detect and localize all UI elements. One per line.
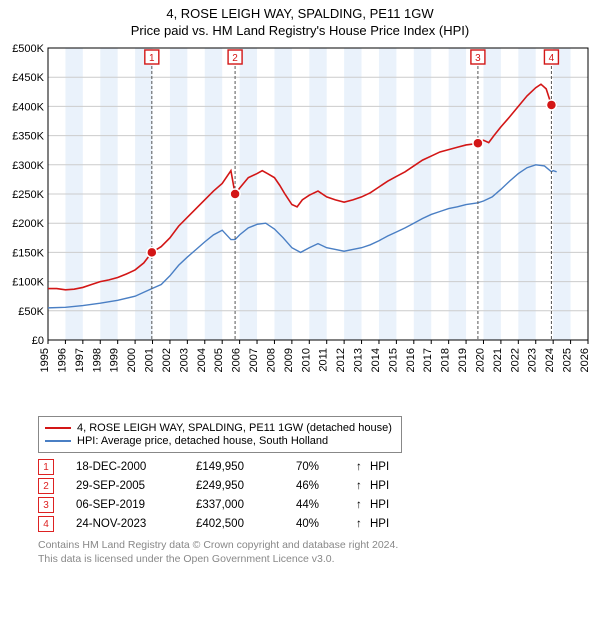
x-tick-label: 2024 [544, 348, 556, 372]
chart: £0 £50K £100K £150K £200K £250K £300K £350K £400… [0, 40, 600, 410]
sale-date: 29-SEP-2005 [76, 480, 196, 492]
y-tick-label: £100K [12, 277, 44, 289]
x-tick-label: 2021 [492, 348, 504, 372]
sales-row: 4 24-NOV-2023£402,50040%↑HPI [38, 516, 588, 532]
x-tick-label: 2026 [579, 348, 591, 372]
sale-marker-number: 3 [475, 53, 481, 64]
sale-price: £337,000 [196, 499, 296, 511]
y-tick-label: £350K [12, 131, 44, 143]
x-tick-label: 2002 [161, 348, 173, 372]
sale-pct: 70% [296, 461, 356, 473]
x-tick-label: 2016 [405, 348, 417, 372]
x-tick-label: 2012 [335, 348, 347, 372]
x-tick-label: 2007 [248, 348, 260, 372]
sale-hpi-label: HPI [370, 499, 389, 511]
legend-swatch [45, 440, 71, 442]
x-tick-label: 2020 [474, 348, 486, 372]
title-subtitle: Price paid vs. HM Land Registry's House … [0, 23, 600, 38]
sale-hpi-label: HPI [370, 461, 389, 473]
up-arrow-icon: ↑ [356, 499, 370, 511]
sale-pct: 44% [296, 499, 356, 511]
sales-row: 1 18-DEC-2000£149,95070%↑HPI [38, 459, 588, 475]
x-tick-label: 2000 [126, 348, 138, 372]
y-tick-label: £0 [32, 335, 44, 347]
x-tick-label: 1996 [56, 348, 68, 372]
chart-svg: £0 £50K £100K £150K £200K £250K £300K £350K £400… [0, 40, 600, 410]
up-arrow-icon: ↑ [356, 518, 370, 530]
y-tick-label: £150K [12, 247, 44, 259]
up-arrow-icon: ↑ [356, 461, 370, 473]
x-tick-label: 2022 [509, 348, 521, 372]
sale-marker-dot [230, 189, 240, 199]
x-tick-label: 2023 [527, 348, 539, 372]
sale-marker: 1 [38, 459, 54, 475]
legend-swatch [45, 427, 71, 429]
sale-marker-number: 2 [232, 53, 238, 64]
sale-marker: 3 [38, 497, 54, 513]
sale-marker-number: 1 [149, 53, 155, 64]
y-tick-label: £400K [12, 101, 44, 113]
sale-price: £249,950 [196, 480, 296, 492]
legend-row: HPI: Average price, detached house, Sout… [45, 435, 395, 447]
x-tick-label: 1995 [39, 348, 51, 372]
x-tick-label: 2006 [231, 348, 243, 372]
y-tick-label: £50K [18, 306, 44, 318]
sale-pct: 46% [296, 480, 356, 492]
x-tick-label: 1999 [109, 348, 121, 372]
footer-line: This data is licensed under the Open Gov… [38, 552, 588, 566]
y-tick-label: £500K [12, 43, 44, 55]
x-tick-label: 2025 [562, 348, 574, 372]
x-tick-label: 2015 [387, 348, 399, 372]
x-tick-label: 1997 [74, 348, 86, 372]
x-tick-label: 2001 [144, 348, 156, 372]
up-arrow-icon: ↑ [356, 480, 370, 492]
sale-pct: 40% [296, 518, 356, 530]
x-tick-label: 1998 [91, 348, 103, 372]
x-tick-label: 2005 [213, 348, 225, 372]
legend-label: 4, ROSE LEIGH WAY, SPALDING, PE11 1GW (d… [77, 422, 392, 434]
sale-marker-dot [147, 247, 157, 257]
title-address: 4, ROSE LEIGH WAY, SPALDING, PE11 1GW [0, 6, 600, 21]
x-tick-label: 2018 [440, 348, 452, 372]
titles: 4, ROSE LEIGH WAY, SPALDING, PE11 1GW Pr… [0, 0, 600, 40]
sale-hpi-label: HPI [370, 518, 389, 530]
y-tick-label: £450K [12, 72, 44, 84]
sales-table: 118-DEC-2000£149,95070%↑HPI229-SEP-2005£… [38, 459, 588, 532]
y-tick-label: £300K [12, 160, 44, 172]
legend: 4, ROSE LEIGH WAY, SPALDING, PE11 1GW (d… [38, 416, 402, 453]
x-tick-label: 2009 [283, 348, 295, 372]
x-tick-label: 2019 [457, 348, 469, 372]
sale-date: 18-DEC-2000 [76, 461, 196, 473]
x-tick-label: 2008 [265, 348, 277, 372]
sale-hpi-label: HPI [370, 480, 389, 492]
x-tick-label: 2004 [196, 348, 208, 372]
footer: Contains HM Land Registry data © Crown c… [38, 538, 588, 566]
sales-row: 2 29-SEP-2005£249,95046%↑HPI [38, 478, 588, 494]
x-tick-label: 2013 [353, 348, 365, 372]
sale-date: 24-NOV-2023 [76, 518, 196, 530]
sale-marker: 4 [38, 516, 54, 532]
x-tick-label: 2010 [300, 348, 312, 372]
sale-price: £149,950 [196, 461, 296, 473]
sale-marker-number: 4 [549, 53, 555, 64]
y-tick-label: £250K [12, 189, 44, 201]
sale-marker-dot [473, 138, 483, 148]
sale-date: 06-SEP-2019 [76, 499, 196, 511]
sale-marker: 2 [38, 478, 54, 494]
x-tick-label: 2011 [318, 348, 330, 372]
sale-marker-dot [546, 100, 556, 110]
x-tick-label: 2014 [370, 348, 382, 372]
legend-label: HPI: Average price, detached house, Sout… [77, 435, 328, 447]
sale-price: £402,500 [196, 518, 296, 530]
x-tick-label: 2003 [178, 348, 190, 372]
footer-line: Contains HM Land Registry data © Crown c… [38, 538, 588, 552]
x-tick-label: 2017 [422, 348, 434, 372]
legend-row: 4, ROSE LEIGH WAY, SPALDING, PE11 1GW (d… [45, 422, 395, 434]
sales-row: 3 06-SEP-2019£337,00044%↑HPI [38, 497, 588, 513]
chart-container: 4, ROSE LEIGH WAY, SPALDING, PE11 1GW Pr… [0, 0, 600, 566]
y-tick-label: £200K [12, 218, 44, 230]
